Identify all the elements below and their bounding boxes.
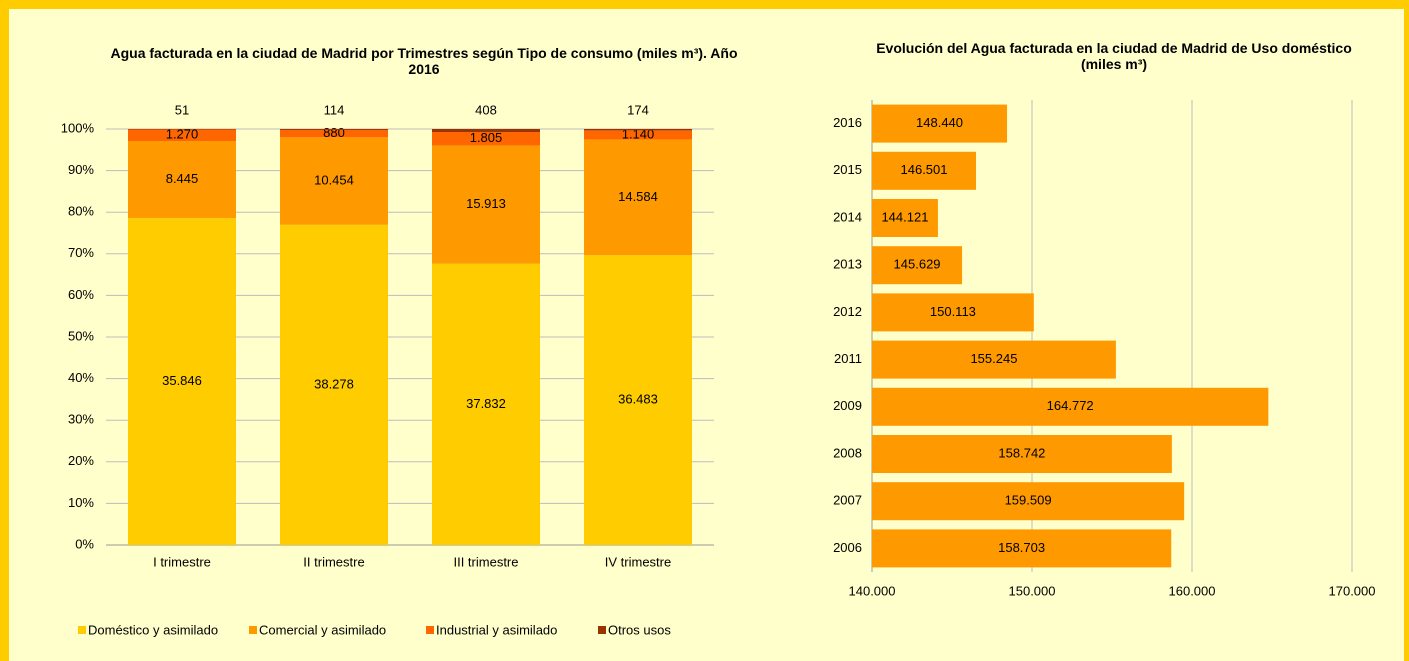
data-label: 114 xyxy=(324,102,345,117)
y-tick-label: 90% xyxy=(68,162,94,177)
y-tick-label: 0% xyxy=(75,536,94,551)
data-label: 35.846 xyxy=(162,373,202,388)
data-label: 148.440 xyxy=(916,115,963,130)
bar-segment xyxy=(432,145,540,264)
y-tick-label: 2008 xyxy=(833,445,862,460)
chart-title: Evolución del Agua facturada en la ciuda… xyxy=(876,40,1352,72)
bar-segment xyxy=(128,129,236,142)
y-tick-label: 2007 xyxy=(833,493,862,508)
data-label: 51 xyxy=(175,102,189,117)
x-tick-label: II trimestre xyxy=(303,554,364,569)
y-tick-label: 2015 xyxy=(833,162,862,177)
bar-segment xyxy=(432,132,540,146)
bar xyxy=(872,246,963,285)
bar xyxy=(872,387,1269,426)
y-tick-label: 2011 xyxy=(834,351,862,366)
bar-segment xyxy=(128,218,236,546)
legend-label: Otros usos xyxy=(608,622,671,637)
y-tick-label: 2013 xyxy=(833,257,862,272)
bar-segment xyxy=(584,129,692,131)
bar-segment xyxy=(584,139,692,256)
bar xyxy=(872,293,1034,332)
legend-label: Industrial y asimilado xyxy=(436,622,557,637)
x-tick-label: III trimestre xyxy=(453,554,518,569)
data-label: 10.454 xyxy=(314,172,354,187)
data-label: 144.121 xyxy=(881,209,928,224)
data-label: 1.140 xyxy=(622,126,655,141)
data-label: 1.805 xyxy=(470,130,503,145)
y-tick-label: 10% xyxy=(68,495,94,510)
legend-swatch xyxy=(598,626,606,634)
data-label: 150.113 xyxy=(930,304,976,319)
data-label: 880 xyxy=(323,125,345,140)
x-tick-label: IV trimestre xyxy=(605,554,671,569)
data-label: 174 xyxy=(627,102,649,117)
y-tick-label: 2014 xyxy=(833,209,862,224)
x-tick-label: 150.000 xyxy=(1009,583,1056,598)
y-tick-label: 2016 xyxy=(833,115,862,130)
y-tick-label: 2006 xyxy=(833,540,862,555)
y-tick-label: 60% xyxy=(68,287,94,302)
x-tick-label: 140.000 xyxy=(849,583,896,598)
y-tick-label: 2012 xyxy=(833,304,862,319)
x-tick-label: 170.000 xyxy=(1329,583,1376,598)
bar-segment xyxy=(432,129,540,133)
data-label: 408 xyxy=(475,102,497,117)
y-tick-label: 100% xyxy=(61,120,95,135)
bar xyxy=(872,482,1185,521)
data-label: 159.509 xyxy=(1005,493,1052,508)
y-tick-label: 40% xyxy=(68,370,94,385)
legend-swatch xyxy=(426,626,434,634)
data-label: 158.703 xyxy=(998,540,1045,555)
data-label: 8.445 xyxy=(166,171,199,186)
y-tick-label: 70% xyxy=(68,245,94,260)
y-tick-label: 20% xyxy=(68,453,94,468)
bar-segment xyxy=(432,263,540,545)
data-label: 14.584 xyxy=(618,189,658,204)
bar xyxy=(872,199,938,237)
bar-segment xyxy=(280,129,388,130)
y-tick-label: 80% xyxy=(68,204,94,219)
data-label: 1.270 xyxy=(166,127,199,142)
bar-segment xyxy=(280,137,388,225)
bar xyxy=(872,435,1172,473)
x-tick-label: I trimestre xyxy=(153,554,211,569)
bar xyxy=(872,104,1008,143)
legend-label: Comercial y asimilado xyxy=(259,622,386,637)
bar xyxy=(872,151,977,190)
y-tick-label: 30% xyxy=(68,412,94,427)
data-label: 15.913 xyxy=(466,196,506,211)
data-label: 155.245 xyxy=(970,351,1017,366)
data-label: 36.483 xyxy=(618,392,658,407)
legend-swatch xyxy=(78,626,86,634)
y-tick-label: 50% xyxy=(68,328,94,343)
bar-segment xyxy=(128,141,236,219)
bar-segment xyxy=(584,255,692,545)
y-tick-label: 2009 xyxy=(833,398,862,413)
x-tick-label: 160.000 xyxy=(1169,583,1216,598)
bar xyxy=(872,529,1172,568)
data-label: 38.278 xyxy=(314,376,354,391)
legend-label: Doméstico y asimilado xyxy=(88,622,218,637)
legend-swatch xyxy=(249,626,257,634)
data-label: 37.832 xyxy=(466,396,506,411)
bar-segment xyxy=(280,224,388,545)
data-label: 158.742 xyxy=(998,445,1045,460)
bar xyxy=(872,340,1116,379)
data-label: 146.501 xyxy=(901,162,948,177)
bar-segment xyxy=(584,130,692,140)
data-label: 164.772 xyxy=(1047,398,1094,413)
bar-segment xyxy=(280,129,388,138)
data-label: 145.629 xyxy=(894,257,941,272)
chart-title: Agua facturada en la ciudad de Madrid po… xyxy=(110,45,738,77)
